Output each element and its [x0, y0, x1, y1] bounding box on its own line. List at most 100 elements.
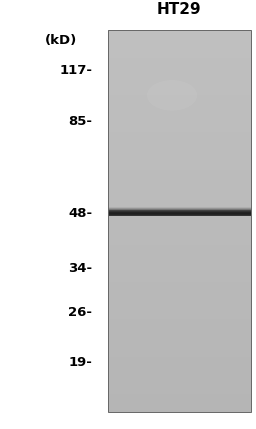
Bar	[108, 36, 251, 38]
Bar	[108, 263, 251, 264]
Bar	[108, 191, 251, 193]
Bar	[108, 176, 251, 178]
Bar	[108, 231, 251, 233]
Bar	[108, 312, 251, 314]
Bar	[108, 334, 251, 335]
Bar	[108, 208, 251, 209]
Bar	[108, 215, 251, 217]
Bar	[108, 48, 251, 49]
Bar	[108, 214, 251, 215]
Bar	[108, 209, 251, 210]
Bar	[108, 209, 251, 210]
Text: 48-: 48-	[68, 207, 92, 220]
Bar	[108, 226, 251, 227]
Bar	[108, 376, 251, 378]
Bar	[108, 101, 251, 103]
Bar	[108, 70, 251, 72]
Bar	[108, 207, 251, 208]
Bar	[108, 384, 251, 385]
Bar	[108, 210, 251, 211]
Bar	[108, 206, 251, 208]
Bar	[108, 224, 251, 226]
Bar	[108, 60, 251, 62]
Bar	[108, 111, 251, 113]
Bar	[108, 316, 251, 317]
Bar	[108, 177, 251, 179]
Bar	[108, 294, 251, 296]
Bar	[108, 355, 251, 357]
Bar	[108, 162, 251, 163]
Bar	[108, 256, 251, 258]
Bar	[108, 245, 251, 246]
Bar	[108, 235, 251, 236]
Bar	[108, 284, 251, 286]
Bar	[108, 410, 251, 412]
Bar	[108, 257, 251, 259]
Bar	[108, 325, 251, 326]
Bar	[108, 63, 251, 64]
Bar	[108, 336, 251, 338]
Bar	[108, 212, 251, 213]
Bar	[108, 246, 251, 248]
Bar	[108, 210, 251, 211]
Bar	[108, 138, 251, 139]
Bar	[108, 160, 251, 161]
Bar	[108, 367, 251, 369]
Bar	[108, 218, 251, 220]
Bar	[108, 369, 251, 371]
Bar	[108, 239, 251, 240]
Bar	[108, 127, 251, 129]
Bar	[108, 339, 251, 341]
Bar	[108, 308, 251, 310]
Bar	[108, 148, 251, 150]
Bar	[108, 221, 251, 222]
Bar	[108, 209, 251, 210]
Bar	[108, 140, 251, 142]
Bar	[108, 89, 251, 91]
Bar	[108, 119, 251, 121]
Bar	[108, 251, 251, 253]
Bar	[108, 207, 251, 208]
Bar	[108, 372, 251, 374]
Ellipse shape	[147, 80, 197, 111]
Bar	[108, 168, 251, 170]
Bar	[108, 307, 251, 309]
Bar	[108, 338, 251, 339]
Bar	[108, 214, 251, 215]
Bar	[108, 347, 251, 348]
Bar	[108, 359, 251, 361]
Bar	[108, 169, 251, 171]
Bar	[108, 173, 251, 175]
Bar	[108, 314, 251, 315]
Bar	[108, 352, 251, 353]
Bar	[108, 214, 251, 216]
Bar	[108, 35, 251, 36]
Bar	[108, 98, 251, 100]
Bar	[108, 181, 251, 183]
Bar	[108, 118, 251, 119]
Bar	[108, 247, 251, 249]
Bar	[108, 100, 251, 101]
Bar	[108, 210, 251, 211]
Bar	[108, 136, 251, 138]
Bar	[108, 211, 251, 212]
Bar	[108, 172, 251, 174]
Bar	[108, 252, 251, 254]
Bar	[108, 212, 251, 213]
Bar	[108, 389, 251, 390]
Bar	[108, 52, 251, 54]
Bar	[108, 349, 251, 351]
Bar	[108, 213, 251, 214]
Bar	[108, 82, 251, 84]
Bar	[108, 215, 251, 216]
Bar	[108, 348, 251, 350]
Bar	[108, 33, 251, 35]
Bar	[108, 250, 251, 251]
Bar	[108, 329, 251, 330]
Bar	[108, 261, 251, 263]
Bar	[108, 343, 251, 344]
Bar	[108, 66, 251, 68]
Bar	[108, 211, 251, 212]
Bar	[108, 323, 251, 325]
Bar	[108, 73, 251, 75]
